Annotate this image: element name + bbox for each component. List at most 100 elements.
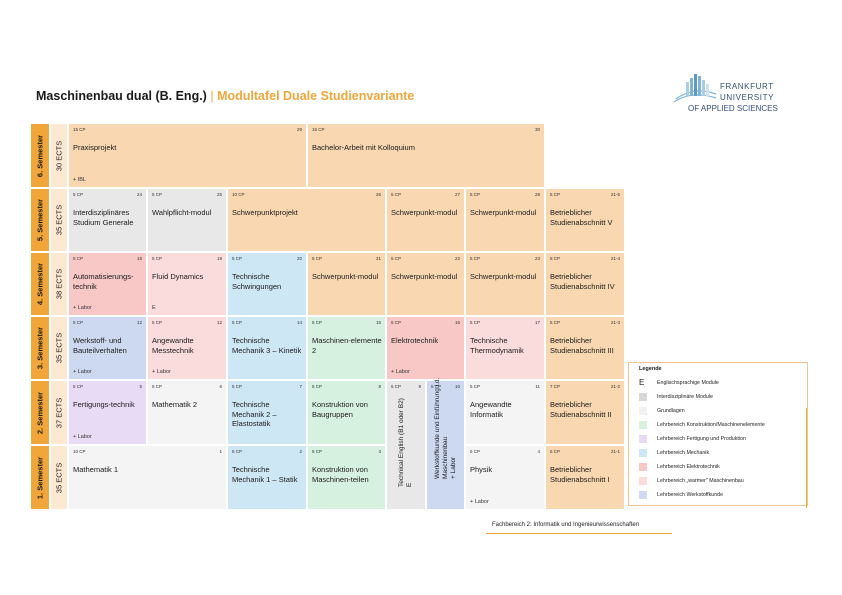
semester-label-5: 5. Semester: [31, 189, 49, 251]
legend-item-english: E Englischsprachige Module: [639, 378, 719, 387]
module-note: + Labor: [391, 369, 410, 375]
logo-line-3: OF APPLIED SCIENCES: [688, 104, 778, 113]
module-name: Angewandte Messtechnik: [152, 336, 194, 355]
module-konstruktion-baugruppen: 5 CP 8 Konstruktion von Baugruppen: [308, 381, 385, 444]
module-note: + Labor: [470, 499, 489, 505]
legend-item-fertigung: Lehrbereich Fertigung und Produktion: [639, 435, 804, 445]
module-schwerpunktmodul-23: 5 CP 23 Schwerpunkt-modul: [466, 253, 544, 315]
module-name: Konstruktion von Baugruppen: [312, 400, 368, 419]
legend-item-werkstoffkunde: Lehrbereich Werkstoffkunde: [639, 491, 804, 501]
module-name-vertical: Technical English (B1 oder B2) E: [398, 398, 413, 487]
legend-item-konstruktion: Lehrbereich Konstruktion/Maschinenelemen…: [639, 421, 804, 431]
module-name: Physik: [470, 465, 493, 474]
module-name: Praxisprojekt: [73, 143, 117, 152]
module-mathematik-2: 5 CP 6 Mathematik 2: [148, 381, 226, 444]
module-name: Werkstoff- und Bauteilverhalten: [73, 336, 127, 355]
logo-line-2: UNIVERSITY: [720, 93, 775, 102]
title-subtitle: Modultafel Duale Studienvariante: [217, 89, 415, 103]
ects-label-2: 37 ECTS: [51, 381, 67, 444]
module-betrieb-4: 8 CP 21-4 Betrieblicher Studienabschnitt …: [546, 253, 624, 315]
module-name: Schwerpunkt-modul: [312, 272, 379, 281]
module-fluid-dynamics: 5 CP 19 Fluid Dynamics E: [148, 253, 226, 315]
module-name: Betrieblicher Studienabschnitt IV: [550, 272, 615, 291]
module-technische-mechanik-3: 5 CP 14 Technische Mechanik 3 – Kinetik: [228, 317, 306, 379]
module-angewandte-messtechnik: 5 CP 12 Angewandte Messtechnik + Labor: [148, 317, 226, 379]
module-note: + Labor: [152, 369, 171, 375]
module-fertigungstechnik: 5 CP 5 Fertigungs-technik + Labor: [69, 381, 146, 444]
module-name: Schwerpunkt-modul: [391, 208, 458, 217]
legend-item-elektrotechnik: Lehrbereich Elektrotechnik: [639, 463, 804, 473]
module-name: Maschinen-elemente 2: [312, 336, 382, 355]
module-betrieb-2: 7 CP 21-2 Betrieblicher Studienabschnitt …: [546, 381, 624, 444]
footer-divider: [486, 533, 672, 534]
legend: Legende E Englischsprachige Module Inter…: [628, 362, 808, 506]
legend-item-mechanik: Lehrbereich Mechanik: [639, 449, 804, 459]
university-logo: FRANKFURT UNIVERSITY OF APPLIED SCIENCES: [672, 72, 780, 120]
module-wahlpflichtmodul: 5 CP 25 Wahlpflicht-modul: [148, 189, 226, 251]
module-note: + Labor: [73, 369, 92, 375]
frame-line-right: [806, 408, 807, 508]
module-name: Technische Mechanik 3 – Kinetik: [232, 336, 302, 355]
module-name: Schwerpunkt-modul: [470, 272, 537, 281]
legend-title: Legende: [639, 366, 662, 372]
module-name: Technische Mechanik 1 – Statik: [232, 465, 298, 484]
footer-text: Fachbereich 2: Informatik und Ingenieurw…: [492, 522, 640, 528]
module-name: Betrieblicher Studienabschnitt V: [550, 208, 613, 227]
module-name: Fluid Dynamics: [152, 272, 204, 281]
module-konstruktion-maschinenteilen: 5 CP 3 Konstruktion von Maschinen-teilen: [308, 446, 385, 509]
module-name: Schwerpunkt-modul: [391, 272, 458, 281]
module-note: + Labor: [73, 305, 92, 311]
module-note: E: [152, 305, 156, 311]
module-schwerpunktmodul-27: 5 CP 27 Schwerpunkt-modul: [387, 189, 464, 251]
semester-label-4: 4. Semester: [31, 253, 49, 315]
legend-item-interdisciplinary: Interdisziplinäre Module: [639, 393, 804, 403]
module-name: Betrieblicher Studienabschnitt II: [550, 400, 612, 419]
module-technische-mechanik-2: 5 CP 7 Technische Mechanik 2 – Elastostat…: [228, 381, 306, 444]
module-schwerpunktprojekt: 10 CP 26 Schwerpunktprojekt: [228, 189, 385, 251]
module-technical-english: 5 CP 9 Technical English (B1 oder B2) E: [387, 381, 425, 509]
module-name: Technische Schwingungen: [232, 272, 282, 291]
module-name: Interdisziplinäres Studium Generale: [73, 208, 134, 227]
title-main: Maschinenbau dual (B. Eng.): [36, 89, 207, 103]
module-bachelor-arbeit: 15 CP 30 Bachelor-Arbeit mit Kolloquium: [308, 124, 544, 187]
module-name: Wahlpflicht-modul: [152, 208, 212, 217]
semester-label-3: 3. Semester: [31, 317, 49, 379]
module-name: Schwerpunkt-modul: [470, 208, 537, 217]
module-technische-thermodynamik: 5 CP 17 Technische Thermodynamik: [466, 317, 544, 379]
module-automatisierungstechnik: 5 CP 18 Automatisierungs-technik + Labor: [69, 253, 146, 315]
module-name: Elektrotechnik: [391, 336, 439, 345]
module-physik: 5 CP 4 Physik + Labor: [466, 446, 544, 509]
ects-label-4: 38 ECTS: [51, 253, 67, 315]
semester-label-2: 2. Semester: [31, 381, 49, 444]
module-schwerpunktmodul-22: 5 CP 22 Schwerpunkt-modul: [387, 253, 464, 315]
module-schwerpunktmodul-21: 5 CP 21 Schwerpunkt-modul: [308, 253, 385, 315]
module-studium-generale: 5 CP 24 Interdisziplinäres Studium Genera…: [69, 189, 146, 251]
module-mathematik-1: 10 CP 1 Mathematik 1: [69, 446, 226, 509]
legend-item-warmer-maschinenbau: Lehrbereich „warmer" Maschinenbau: [639, 477, 804, 487]
module-praxisprojekt: 15 CP 29 Praxisprojekt + IBL: [69, 124, 306, 187]
module-werkstoffkunde: 5 CP 10 Werkstoffkunde und Einführung i.d…: [427, 378, 464, 509]
logo-graphic-icon: [673, 74, 717, 103]
logo-line-1: FRANKFURT: [720, 82, 774, 91]
ects-label-5: 35 ECTS: [51, 189, 67, 251]
legend-item-grundlagen: Grundlagen: [639, 407, 804, 417]
module-technische-schwingungen: 5 CP 20 Technische Schwingungen: [228, 253, 306, 315]
ects-label-6: 30 ECTS: [51, 124, 67, 187]
module-note: + IBL: [73, 177, 86, 183]
module-name: Betrieblicher Studienabschnitt I: [550, 465, 610, 484]
module-name: Bachelor-Arbeit mit Kolloquium: [312, 143, 415, 152]
semester-label-1: 1. Semester: [31, 446, 49, 509]
module-angewandte-informatik: 5 CP 11 Angewandte Informatik: [466, 381, 544, 444]
module-maschinenelemente-2: 5 CP 15 Maschinen-elemente 2: [308, 317, 385, 379]
module-schwerpunktmodul-28: 5 CP 28 Schwerpunkt-modul: [466, 189, 544, 251]
module-betrieb-3: 5 CP 21-3 Betrieblicher Studienabschnitt …: [546, 317, 624, 379]
module-elektrotechnik: 5 CP 16 Elektrotechnik + Labor: [387, 317, 464, 379]
module-name-vertical: Werkstoffkunde und Einführung i.d. Masch…: [433, 377, 457, 479]
ects-label-3: 35 ECTS: [51, 317, 67, 379]
module-name: Fertigungs-technik: [73, 400, 135, 409]
semester-label-6: 6. Semester: [31, 124, 49, 187]
module-betrieb-5: 5 CP 21-5 Betrieblicher Studienabschnitt …: [546, 189, 624, 251]
module-betrieb-1: 5 CP 21-1 Betrieblicher Studienabschnitt …: [546, 446, 624, 509]
module-name: Technische Thermodynamik: [470, 336, 524, 355]
page-title: Maschinenbau dual (B. Eng.) | Modultafel…: [36, 89, 414, 103]
